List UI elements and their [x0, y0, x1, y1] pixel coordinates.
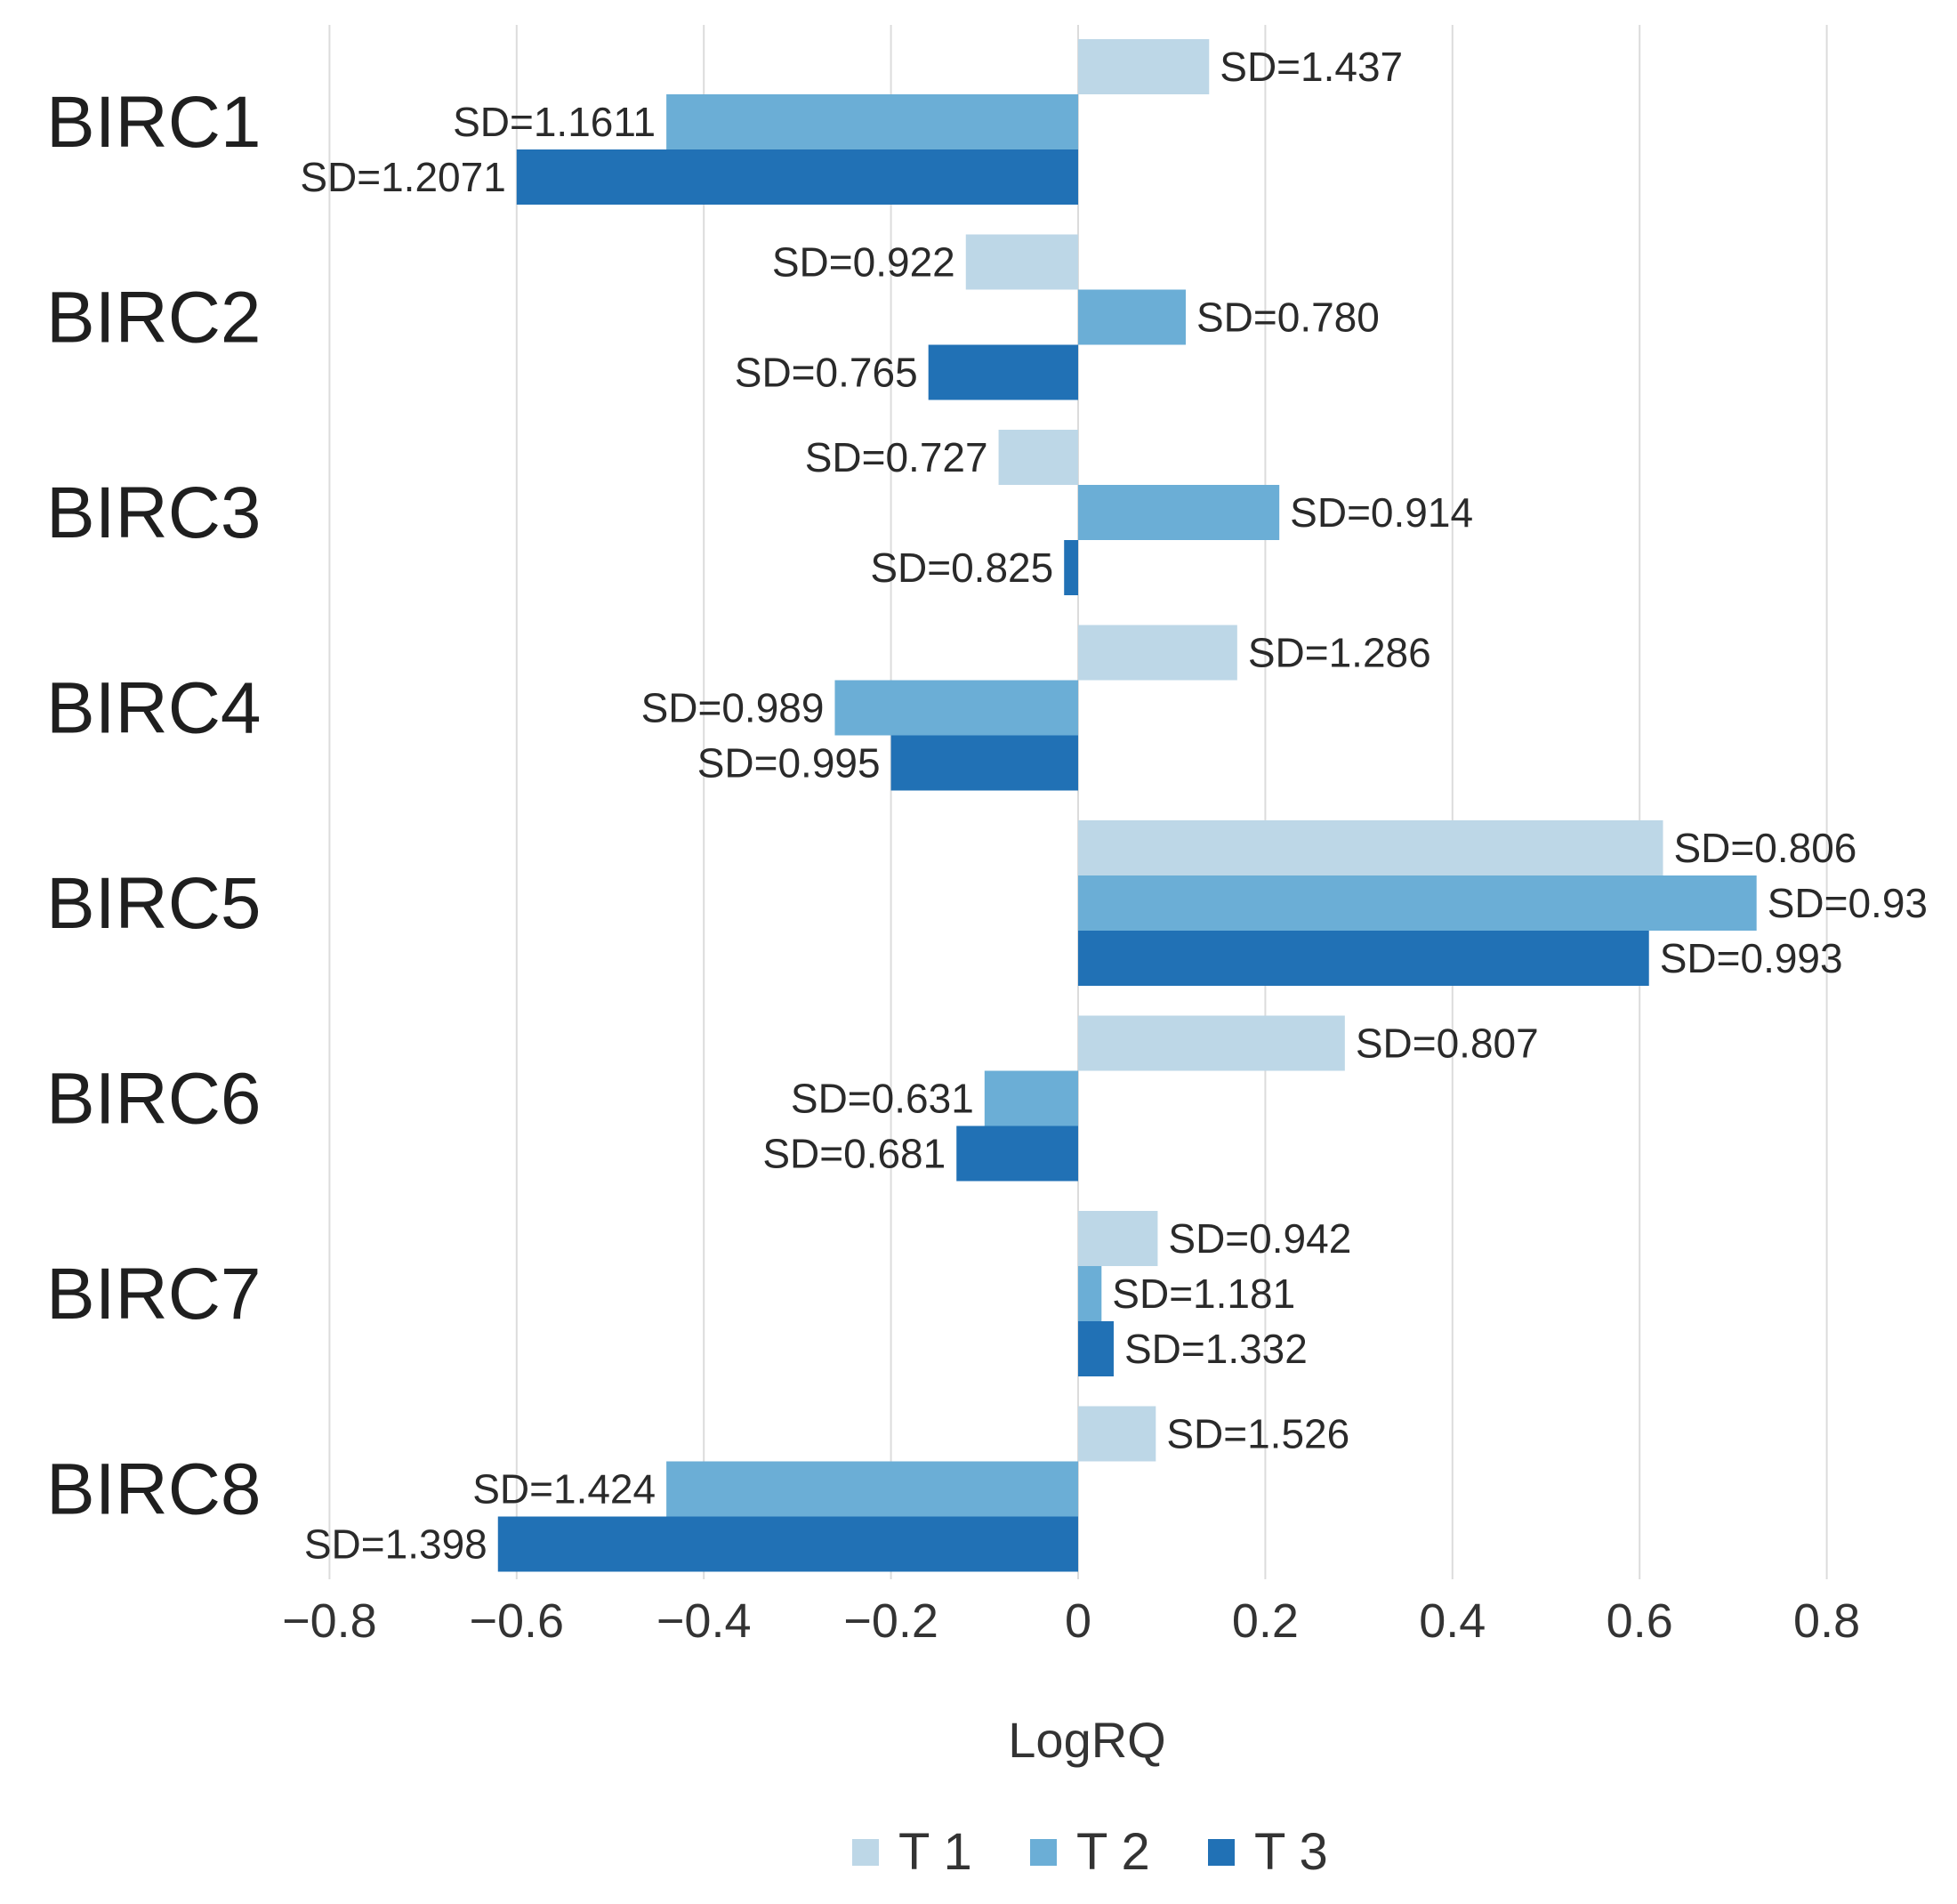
x-tick-label: −0.6: [469, 1594, 564, 1648]
bar-birc3-t-2: [1078, 485, 1280, 540]
category-label-birc2: BIRC2: [46, 278, 262, 359]
sd-label-birc5-t-2: SD=0.93: [1768, 880, 1928, 926]
sd-label-birc8-t-2: SD=1.424: [472, 1466, 656, 1513]
sd-label-birc3-t-2: SD=0.914: [1290, 489, 1473, 536]
sd-label-birc6-t-1: SD=0.807: [1356, 1021, 1539, 1067]
bar-birc6-t-1: [1078, 1015, 1345, 1071]
sd-label-birc1-t-2: SD=1.1611: [453, 99, 656, 145]
sd-label-birc4-t-2: SD=0.989: [641, 685, 825, 731]
sd-label-birc2-t-2: SD=0.780: [1196, 294, 1380, 341]
bar-birc8-t-3: [497, 1516, 1078, 1572]
bar-birc4-t-1: [1078, 625, 1237, 681]
sd-label-birc7-t-1: SD=0.942: [1168, 1215, 1351, 1262]
x-axis-ticks: −0.8 −0.6 −0.4 −0.2 0 0.2 0.4 0.6 0.8: [282, 1594, 1860, 1648]
bar-birc6-t-2: [984, 1070, 1078, 1126]
x-tick-label: −0.4: [656, 1594, 752, 1648]
sd-label-birc3-t-3: SD=0.825: [870, 545, 1053, 591]
bar-birc1-t-3: [516, 149, 1078, 205]
legend-swatch-t-3: [1208, 1839, 1235, 1866]
sd-label-birc5-t-1: SD=0.806: [1674, 825, 1857, 871]
x-tick-label: 0.4: [1419, 1594, 1486, 1648]
sd-label-birc8-t-1: SD=1.526: [1166, 1411, 1349, 1457]
sd-label-birc8-t-3: SD=1.398: [304, 1521, 487, 1568]
sd-label-birc3-t-1: SD=0.727: [805, 434, 988, 480]
bar-birc6-t-3: [956, 1125, 1078, 1182]
bar-birc5-t-3: [1078, 931, 1649, 986]
bars: [497, 39, 1757, 1572]
sd-label-birc6-t-3: SD=0.681: [762, 1131, 946, 1177]
sd-label-birc4-t-3: SD=0.995: [697, 740, 881, 787]
category-labels: BIRC1 BIRC2 BIRC3 BIRC4 BIRC5 BIRC6 BIRC7 BIRC8: [46, 82, 262, 1530]
category-label-birc7: BIRC7: [46, 1254, 262, 1335]
bar-birc7-t-3: [1078, 1321, 1114, 1376]
category-label-birc4: BIRC4: [46, 668, 262, 749]
legend-swatch-t-1: [852, 1839, 879, 1866]
x-tick-label: −0.8: [282, 1594, 377, 1648]
bar-birc7-t-1: [1078, 1211, 1158, 1266]
bar-birc2-t-1: [965, 234, 1078, 290]
legend-label-t-1: T 1: [898, 1823, 972, 1881]
bar-birc5-t-1: [1078, 820, 1663, 875]
bar-birc7-t-2: [1078, 1266, 1102, 1321]
bar-birc8-t-2: [666, 1461, 1078, 1517]
legend-label-t-3: T 3: [1254, 1823, 1328, 1881]
bar-birc2-t-2: [1078, 289, 1186, 345]
sd-label-birc7-t-3: SD=1.332: [1124, 1326, 1308, 1372]
x-tick-label: 0.2: [1232, 1594, 1299, 1648]
x-tick-label: 0: [1065, 1594, 1091, 1648]
bar-birc5-t-2: [1078, 875, 1757, 931]
sd-label-birc2-t-1: SD=0.922: [772, 239, 955, 286]
legend-label-t-2: T 2: [1076, 1823, 1150, 1881]
x-tick-label: 0.6: [1607, 1594, 1673, 1648]
bar-birc4-t-2: [834, 680, 1078, 736]
x-axis-title: LogRQ: [1008, 1712, 1165, 1768]
bar-birc3-t-3: [1064, 540, 1078, 595]
bar-birc8-t-1: [1078, 1406, 1156, 1462]
sd-label-birc6-t-2: SD=0.631: [791, 1076, 974, 1122]
bar-birc3-t-1: [998, 430, 1078, 485]
x-tick-label: 0.8: [1793, 1594, 1860, 1648]
data-labels: SD=1.437 SD=1.1611 SD=1.2071 SD=0.922 SD=0.7…: [300, 44, 1928, 1568]
sd-label-birc1-t-3: SD=1.2071: [300, 154, 505, 200]
category-label-birc6: BIRC6: [46, 1059, 262, 1140]
bar-birc4-t-3: [890, 735, 1078, 791]
sd-label-birc5-t-3: SD=0.993: [1660, 935, 1843, 981]
sd-label-birc2-t-3: SD=0.765: [735, 350, 918, 396]
category-label-birc8: BIRC8: [46, 1449, 262, 1530]
x-tick-label: −0.2: [843, 1594, 938, 1648]
category-label-birc1: BIRC1: [46, 82, 262, 163]
bar-birc2-t-3: [928, 344, 1078, 400]
category-label-birc3: BIRC3: [46, 472, 262, 553]
bar-birc1-t-1: [1078, 39, 1210, 94]
bar-birc1-t-2: [666, 94, 1078, 149]
sd-label-birc1-t-1: SD=1.437: [1220, 44, 1403, 90]
category-label-birc5: BIRC5: [46, 863, 262, 944]
legend: T 1 T 2 T 3: [852, 1823, 1328, 1881]
sd-label-birc4-t-1: SD=1.286: [1248, 630, 1431, 676]
legend-swatch-t-2: [1030, 1839, 1057, 1866]
sd-label-birc7-t-2: SD=1.181: [1112, 1271, 1295, 1317]
